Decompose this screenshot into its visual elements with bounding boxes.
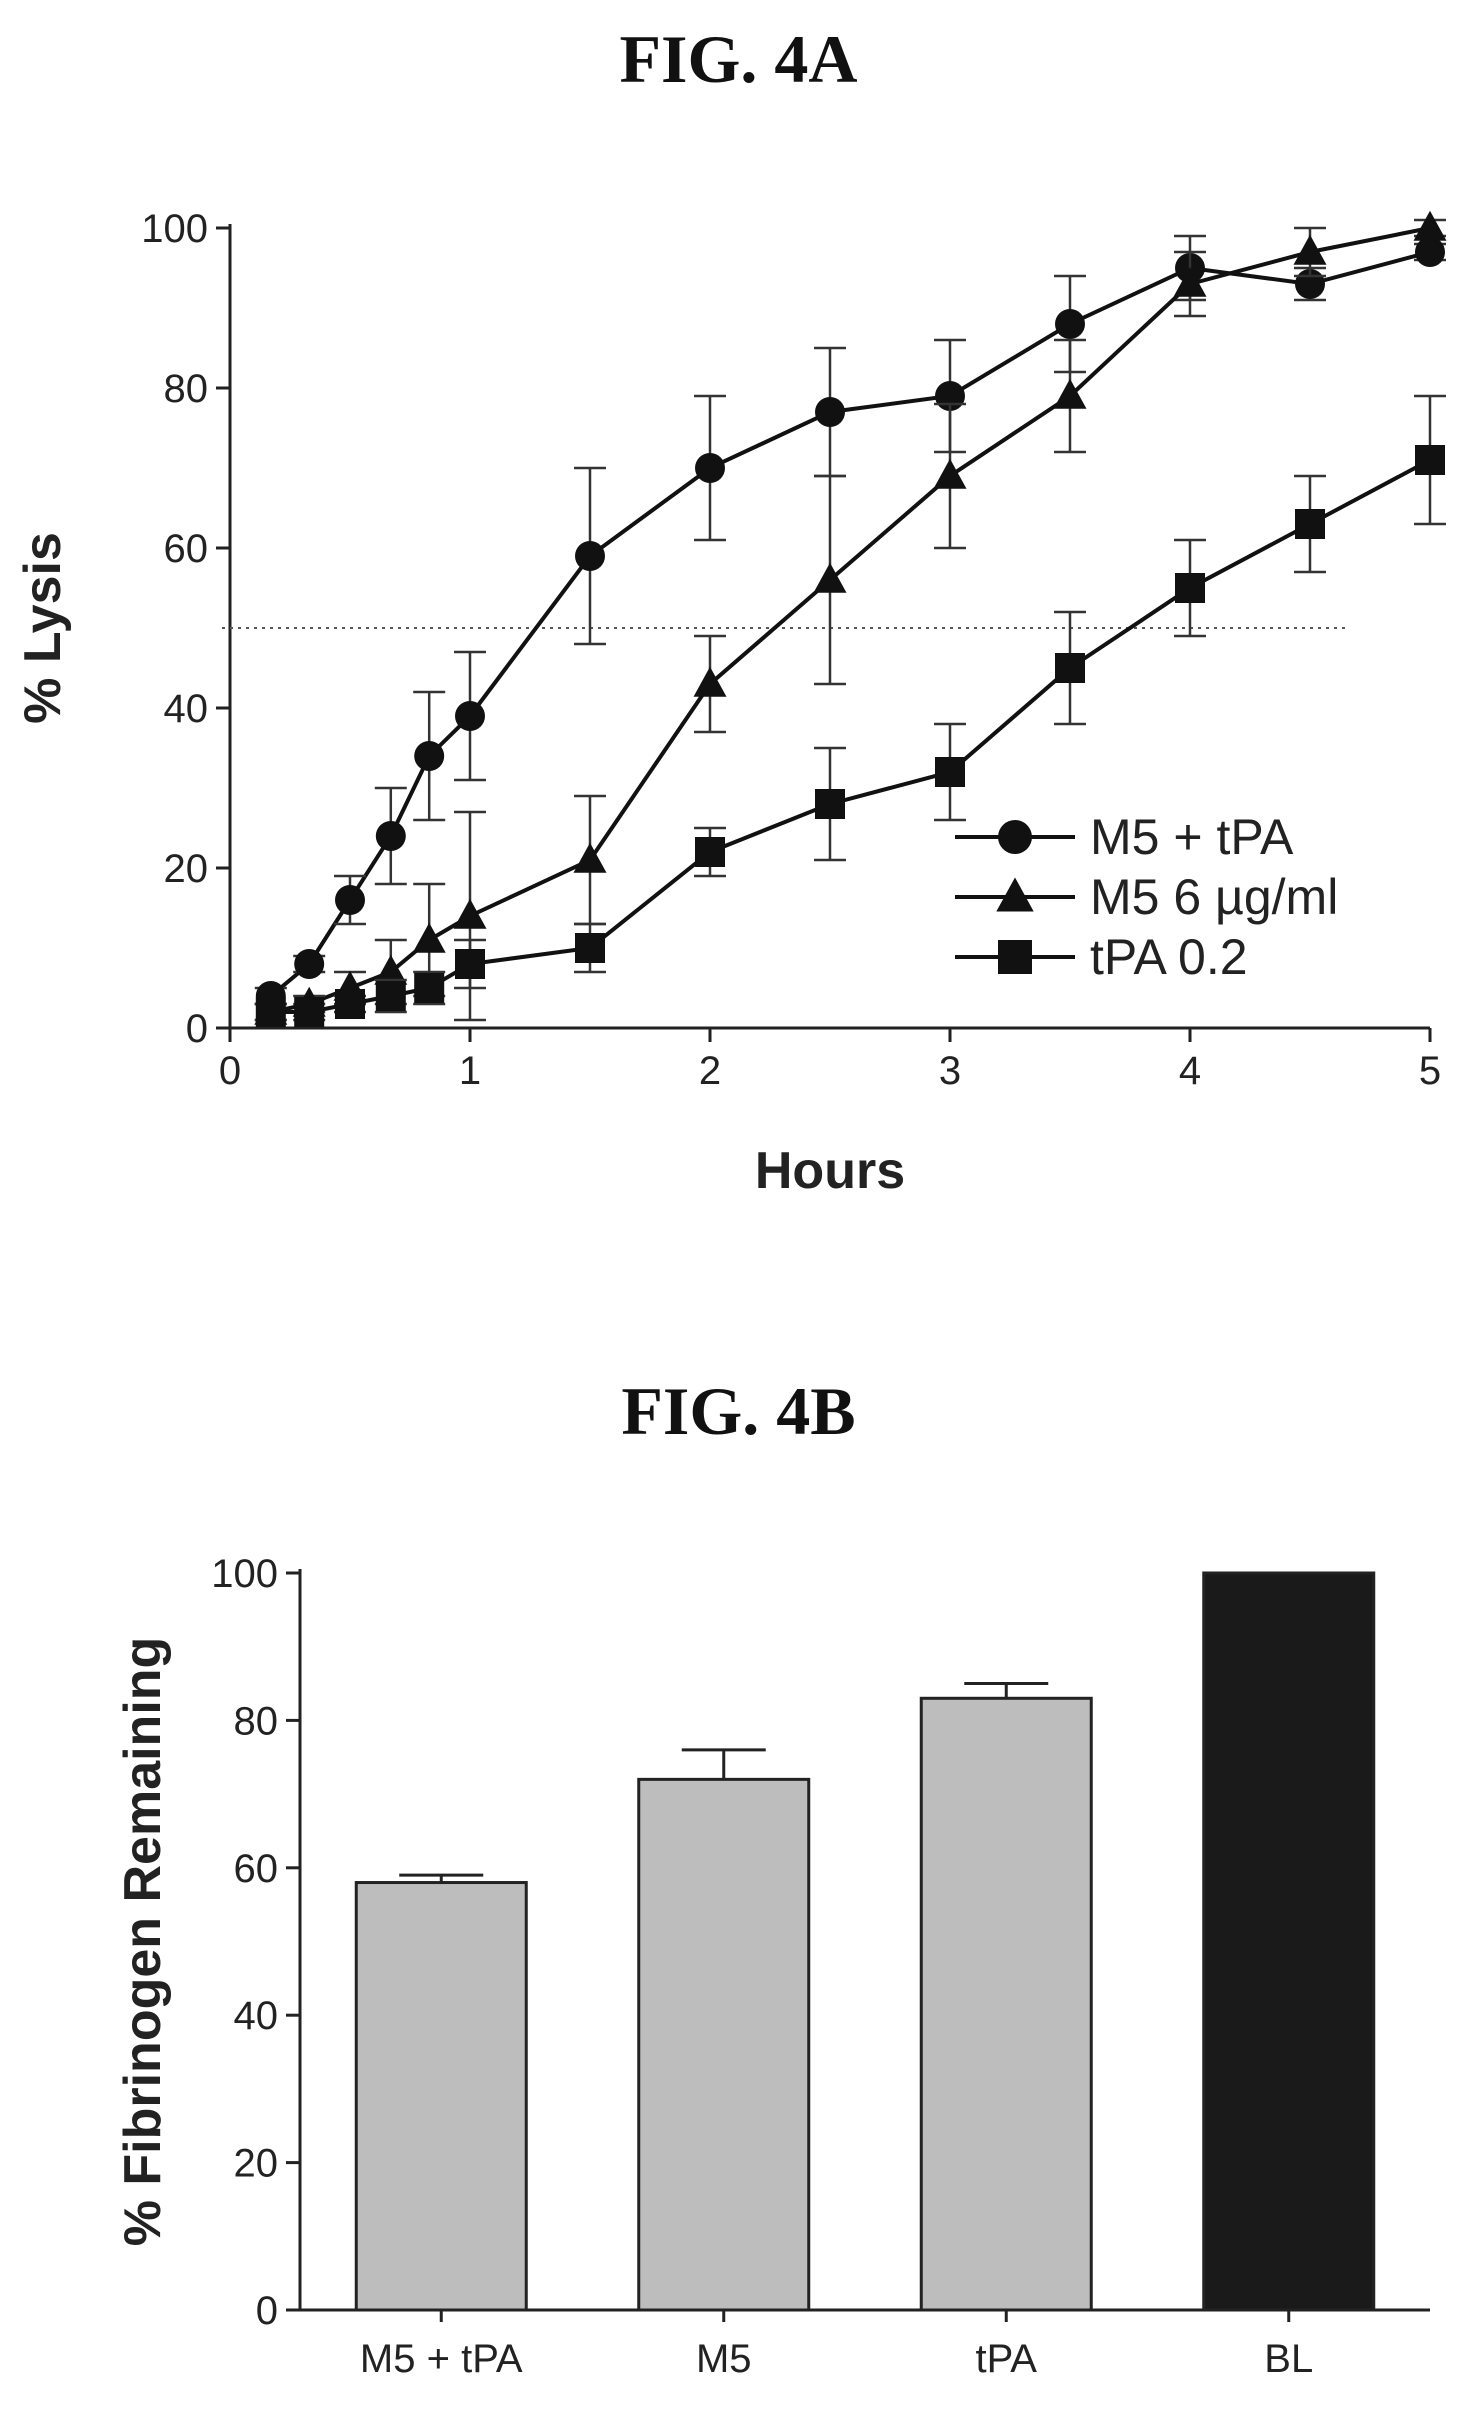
data-point xyxy=(815,789,845,819)
data-point xyxy=(1053,378,1087,409)
x-tick-label: 1 xyxy=(459,1049,481,1093)
y-tick-label: 40 xyxy=(234,1994,279,2038)
y-tick-label: 0 xyxy=(256,2289,278,2333)
data-point xyxy=(1293,234,1327,265)
legend-marker-triangle xyxy=(996,877,1034,912)
figure-4b-title: FIG. 4B xyxy=(621,1373,856,1449)
bar-1: M5 xyxy=(637,1748,811,2381)
x-tick-label: 5 xyxy=(1419,1049,1441,1093)
data-point xyxy=(414,973,445,1003)
bar xyxy=(637,1777,811,2312)
y-tick-label: 60 xyxy=(234,1847,279,1891)
data-point xyxy=(1055,653,1085,683)
data-point xyxy=(453,898,487,929)
fibrinogen-bars: M5 + tPA M5 tPA BL xyxy=(354,1571,1376,2381)
y-tick-label: 100 xyxy=(211,1552,278,1596)
x-axis-title: Hours xyxy=(755,1142,905,1200)
x-tick-label: 0 xyxy=(219,1049,241,1093)
category-label: M5 xyxy=(696,2337,752,2381)
y-axis-title-fibrinogen: % Fibrinogen Remaining xyxy=(114,1637,172,2247)
category-label: M5 + tPA xyxy=(360,2337,523,2381)
legend-label: M5 + tPA xyxy=(1090,809,1294,865)
legend-marker-circle xyxy=(998,820,1032,854)
data-point xyxy=(412,922,446,953)
data-point xyxy=(575,541,605,571)
lysis-axes: 0 20 40 60 80 100 0 1 2 3 4 5 xyxy=(141,207,1441,1093)
data-point xyxy=(374,954,408,985)
data-point xyxy=(573,842,607,873)
series-square xyxy=(254,394,1446,1027)
bar-2: tPA xyxy=(919,1682,1093,2381)
data-point xyxy=(255,997,286,1027)
y-tick-label: 80 xyxy=(234,1699,279,1743)
bar-3: BL xyxy=(1202,1571,1376,2381)
data-point xyxy=(1413,210,1447,241)
data-point xyxy=(695,837,725,867)
category-label: BL xyxy=(1264,2337,1313,2381)
data-point xyxy=(375,821,406,851)
fibrinogen-axes: 0 20 40 60 80 100 xyxy=(211,1552,1430,2333)
data-point xyxy=(1295,509,1325,539)
data-point xyxy=(1173,266,1207,297)
data-point xyxy=(414,741,445,771)
data-point xyxy=(335,885,365,915)
data-point xyxy=(693,666,727,697)
figure-4a-title: FIG. 4A xyxy=(619,21,858,97)
data-point xyxy=(455,701,485,731)
x-tick-label: 3 xyxy=(939,1049,961,1093)
data-point xyxy=(455,949,485,979)
category-label: tPA xyxy=(975,2337,1037,2381)
data-point xyxy=(375,981,406,1011)
bar xyxy=(354,1881,528,2312)
data-point xyxy=(335,989,365,1019)
bar xyxy=(1202,1571,1376,2312)
bar xyxy=(919,1696,1093,2312)
bar-0: M5 + tPA xyxy=(354,1873,528,2381)
data-point xyxy=(1415,237,1445,267)
data-point xyxy=(294,997,325,1027)
legend-label: tPA 0.2 xyxy=(1090,929,1248,985)
data-point xyxy=(695,453,725,483)
data-point xyxy=(294,949,325,979)
legend-marker-square xyxy=(998,940,1032,974)
y-tick-label: 80 xyxy=(164,367,209,411)
data-point xyxy=(935,757,965,787)
data-point xyxy=(1175,573,1205,603)
y-tick-label: 0 xyxy=(186,1007,208,1051)
data-point xyxy=(933,458,967,489)
data-point xyxy=(813,562,847,593)
y-tick-label: 20 xyxy=(164,847,209,891)
legend-label: M5 6 µg/ml xyxy=(1090,869,1338,925)
data-point xyxy=(1415,445,1445,475)
y-tick-label: 40 xyxy=(164,687,209,731)
y-tick-label: 60 xyxy=(164,527,209,571)
y-tick-label: 100 xyxy=(141,207,208,251)
data-point xyxy=(575,933,605,963)
y-axis-title: % Lysis xyxy=(14,532,72,724)
x-tick-label: 2 xyxy=(699,1049,721,1093)
lysis-series-group xyxy=(254,210,1447,1027)
data-point xyxy=(1055,309,1085,339)
data-point xyxy=(815,397,845,427)
y-tick-label: 20 xyxy=(234,2142,279,2186)
x-tick-label: 4 xyxy=(1179,1049,1201,1093)
